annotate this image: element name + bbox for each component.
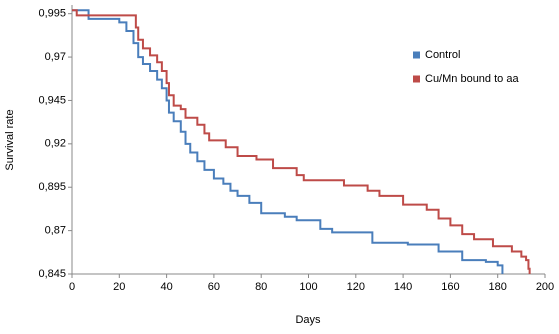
legend-label: Control bbox=[425, 49, 460, 61]
survival-line bbox=[72, 9, 504, 274]
x-tick-label: 40 bbox=[160, 281, 172, 293]
y-tick-label: 0,895 bbox=[38, 181, 66, 193]
x-tick-label: 120 bbox=[347, 281, 365, 293]
x-tick-label: 80 bbox=[255, 281, 267, 293]
legend-swatch bbox=[413, 51, 420, 59]
x-axis-label: Days bbox=[295, 314, 321, 326]
x-tick-label: 140 bbox=[394, 281, 412, 293]
survival-line bbox=[72, 9, 531, 274]
x-tick-label: 200 bbox=[536, 281, 554, 293]
x-tick-label: 100 bbox=[299, 281, 317, 293]
x-tick-label: 180 bbox=[489, 281, 507, 293]
y-tick-label: 0,845 bbox=[38, 268, 66, 280]
y-tick-label: 0,87 bbox=[45, 225, 66, 237]
y-tick-label: 0,945 bbox=[38, 94, 66, 106]
x-tick-label: 20 bbox=[113, 281, 125, 293]
legend-label: Cu/Mn bound to aa bbox=[425, 73, 519, 85]
x-tick-label: 60 bbox=[208, 281, 220, 293]
y-tick-label: 0,92 bbox=[45, 138, 66, 150]
x-tick-label: 160 bbox=[441, 281, 459, 293]
y-tick-label: 0,995 bbox=[38, 8, 66, 20]
y-axis-label: Survival rate bbox=[4, 109, 16, 170]
legend-swatch bbox=[413, 75, 420, 83]
y-tick-label: 0,97 bbox=[45, 51, 66, 63]
x-tick-label: 0 bbox=[69, 281, 75, 293]
